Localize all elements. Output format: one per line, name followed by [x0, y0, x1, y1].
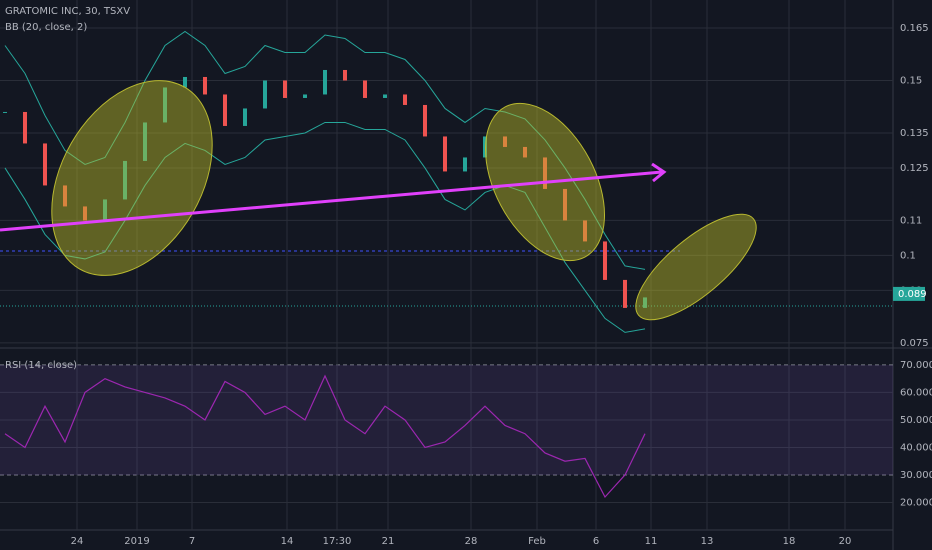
rsi-band	[0, 365, 893, 475]
y-tick-label: 50.0000	[900, 415, 932, 426]
candle	[223, 94, 227, 126]
rsi-line	[4, 374, 646, 499]
candle	[363, 80, 367, 98]
rsi-title: RSI (14, close)	[5, 360, 77, 371]
candle	[203, 76, 207, 95]
candle	[123, 160, 127, 200]
candle	[483, 136, 487, 158]
candle	[303, 94, 307, 98]
candle	[163, 87, 167, 123]
x-tick-label: 6	[593, 536, 599, 547]
x-tick-label: 21	[382, 536, 395, 547]
y-tick-label: 20.0000	[900, 497, 932, 508]
y-tick-label: 0.165	[900, 23, 929, 34]
candle	[583, 220, 587, 242]
x-tick-label: 13	[701, 536, 714, 547]
y-tick-label: 0.15	[900, 75, 922, 86]
x-tick-label: Feb	[528, 536, 546, 547]
x-tick-label: 17:30	[323, 536, 352, 547]
indicator-title: BB (20, close, 2)	[5, 22, 87, 33]
trend-arrow	[0, 170, 663, 232]
candle	[443, 136, 447, 172]
y-tick-label: 0.075	[900, 338, 929, 349]
candle	[603, 241, 607, 280]
last-price-box	[893, 286, 925, 301]
x-tick-label: 18	[783, 536, 796, 547]
candle	[63, 185, 67, 207]
grid	[0, 0, 893, 530]
candle	[623, 279, 627, 308]
last-price-label: 0.089	[898, 289, 927, 300]
band-line	[4, 121, 646, 333]
candle	[143, 122, 147, 161]
candle	[403, 94, 407, 105]
candle	[343, 69, 347, 81]
x-tick-label: 20	[839, 536, 852, 547]
y-tick-label: 30.0000	[900, 470, 932, 481]
candle	[503, 136, 507, 147]
y-tick-label: 60.0000	[900, 387, 932, 398]
candle	[543, 157, 547, 189]
candle	[383, 94, 387, 98]
candle	[83, 206, 87, 221]
candle	[323, 69, 327, 95]
x-tick-label: 24	[71, 536, 84, 547]
candle	[3, 111, 7, 113]
x-tick-label: 28	[465, 536, 478, 547]
candle	[23, 111, 27, 144]
candle	[103, 199, 107, 221]
x-tick-label: 7	[189, 536, 195, 547]
candle	[643, 297, 647, 308]
candle	[243, 108, 247, 126]
y-tick-label: 40.0000	[900, 442, 932, 453]
candle	[263, 80, 267, 109]
y-tick-label: 70.0000	[900, 360, 932, 371]
ellipse	[635, 213, 757, 321]
candle	[43, 143, 47, 186]
x-tick-label: 14	[281, 536, 294, 547]
arrow-head	[651, 162, 667, 183]
candle	[563, 188, 567, 221]
candle	[283, 80, 287, 98]
x-tick-label: 11	[645, 536, 658, 547]
y-tick-label: 0.1	[900, 250, 916, 261]
candle	[463, 157, 467, 172]
candle	[183, 76, 187, 88]
symbol-title: GRATOMIC INC, 30, TSXV	[5, 6, 130, 17]
y-tick-label: 0.11	[900, 215, 922, 226]
x-tick-label: 2019	[124, 536, 149, 547]
candle	[523, 146, 527, 158]
band-line	[4, 30, 646, 270]
marks	[3, 30, 647, 499]
y-tick-label: 0.135	[900, 128, 929, 139]
candle	[423, 104, 427, 137]
y-tick-label: 0.125	[900, 163, 929, 174]
